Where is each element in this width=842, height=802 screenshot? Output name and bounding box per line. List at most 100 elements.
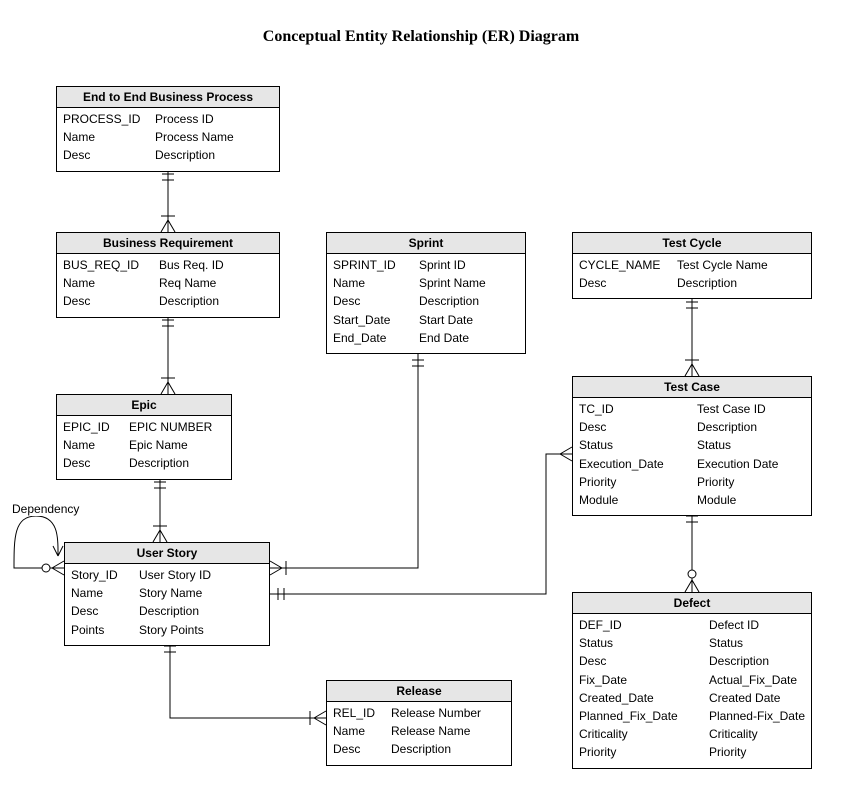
attr-key: Priority xyxy=(579,474,697,490)
attr-label: Priority xyxy=(709,744,746,760)
entity-header: End to End Business Process xyxy=(57,87,279,108)
attr-row: NameStory Name xyxy=(65,584,269,602)
attr-label: Execution Date xyxy=(697,456,778,472)
attr-row: DescDescription xyxy=(327,292,525,310)
attr-row: NameSprint Name xyxy=(327,274,525,292)
dependency-label: Dependency xyxy=(12,502,79,516)
entity-header: Test Case xyxy=(573,377,811,398)
attr-row: REL_IDRelease Number xyxy=(327,704,511,722)
entity-release: ReleaseREL_IDRelease NumberNameRelease N… xyxy=(326,680,512,766)
attr-key: Points xyxy=(71,622,139,638)
entity-body: TC_IDTest Case IDDescDescriptionStatusSt… xyxy=(573,398,811,515)
attr-key: Created_Date xyxy=(579,690,709,706)
entity-body: BUS_REQ_IDBus Req. IDNameReq NameDescDes… xyxy=(57,254,279,317)
attr-label: Description xyxy=(155,147,215,163)
entity-body: CYCLE_NAMETest Cycle NameDescDescription xyxy=(573,254,811,298)
attr-key: Priority xyxy=(579,744,709,760)
attr-row: Story_IDUser Story ID xyxy=(65,566,269,584)
attr-key: TC_ID xyxy=(579,401,697,417)
attr-row: DescDescription xyxy=(57,146,279,164)
attr-row: DescDescription xyxy=(57,292,279,310)
attr-label: Description xyxy=(159,293,219,309)
attr-row: EPIC_IDEPIC NUMBER xyxy=(57,418,231,436)
attr-key: Desc xyxy=(63,293,159,309)
diagram-title: Conceptual Entity Relationship (ER) Diag… xyxy=(0,28,842,46)
entity-busreq: Business RequirementBUS_REQ_IDBus Req. I… xyxy=(56,232,280,318)
attr-label: Description xyxy=(139,603,199,619)
attr-row: DEF_IDDefect ID xyxy=(573,616,811,634)
attr-label: Release Number xyxy=(391,705,481,721)
attr-label: Status xyxy=(697,437,731,453)
attr-key: Status xyxy=(579,437,697,453)
attr-row: CriticalityCriticality xyxy=(573,725,811,743)
entity-sprint: SprintSPRINT_IDSprint IDNameSprint NameD… xyxy=(326,232,526,354)
attr-label: Req Name xyxy=(159,275,216,291)
attr-label: Start Date xyxy=(419,312,473,328)
attr-label: Description xyxy=(419,293,479,309)
attr-key: Desc xyxy=(63,147,155,163)
entity-body: PROCESS_IDProcess IDNameProcess NameDesc… xyxy=(57,108,279,171)
attr-label: Planned-Fix_Date xyxy=(709,708,805,724)
attr-key: Criticality xyxy=(579,726,709,742)
attr-key: Name xyxy=(63,437,129,453)
attr-row: NameEpic Name xyxy=(57,436,231,454)
attr-key: Desc xyxy=(579,419,697,435)
entity-e2e: End to End Business Process PROCESS_IDPro… xyxy=(56,86,280,172)
attr-key: EPIC_ID xyxy=(63,419,129,435)
connector-userstory-release xyxy=(170,638,326,718)
attr-row: StatusStatus xyxy=(573,634,811,652)
attr-key: Execution_Date xyxy=(579,456,697,472)
entity-body: EPIC_IDEPIC NUMBERNameEpic NameDescDescr… xyxy=(57,416,231,479)
connector-dependency-self xyxy=(14,516,64,568)
attr-row: NameReq Name xyxy=(57,274,279,292)
attr-key: CYCLE_NAME xyxy=(579,257,677,273)
attr-label: Bus Req. ID xyxy=(159,257,224,273)
attr-label: Sprint Name xyxy=(419,275,486,291)
attr-row: PriorityPriority xyxy=(573,743,811,761)
entity-header: Sprint xyxy=(327,233,525,254)
entity-body: DEF_IDDefect IDStatusStatusDescDescripti… xyxy=(573,614,811,768)
entity-header: Test Cycle xyxy=(573,233,811,254)
attr-label: Process ID xyxy=(155,111,214,127)
attr-row: BUS_REQ_IDBus Req. ID xyxy=(57,256,279,274)
attr-key: Name xyxy=(333,275,419,291)
attr-row: DescDescription xyxy=(57,454,231,472)
attr-key: Status xyxy=(579,635,709,651)
entity-testcase: Test CaseTC_IDTest Case IDDescDescriptio… xyxy=(572,376,812,516)
attr-label: User Story ID xyxy=(139,567,211,583)
attr-key: Module xyxy=(579,492,697,508)
attr-row: Planned_Fix_DatePlanned-Fix_Date xyxy=(573,707,811,725)
attr-key: DEF_ID xyxy=(579,617,709,633)
attr-label: Story Name xyxy=(139,585,202,601)
attr-row: DescDescription xyxy=(573,652,811,670)
attr-row: DescDescription xyxy=(573,418,811,436)
attr-label: Story Points xyxy=(139,622,204,638)
attr-key: Name xyxy=(333,723,391,739)
attr-key: Start_Date xyxy=(333,312,419,328)
attr-label: Release Name xyxy=(391,723,470,739)
attr-label: Process Name xyxy=(155,129,234,145)
attr-row: ModuleModule xyxy=(573,491,811,509)
attr-label: Description xyxy=(391,741,451,757)
attr-label: Description xyxy=(677,275,737,291)
attr-row: PointsStory Points xyxy=(65,621,269,639)
attr-row: SPRINT_IDSprint ID xyxy=(327,256,525,274)
attr-key: Desc xyxy=(71,603,139,619)
entity-header: User Story xyxy=(65,543,269,564)
attr-key: Desc xyxy=(333,741,391,757)
attr-key: Desc xyxy=(579,275,677,291)
attr-label: Test Cycle Name xyxy=(677,257,768,273)
attr-label: Description xyxy=(129,455,189,471)
attr-key: Name xyxy=(71,585,139,601)
entity-body: REL_IDRelease NumberNameRelease NameDesc… xyxy=(327,702,511,765)
attr-row: DescDescription xyxy=(573,274,811,292)
attr-key: Name xyxy=(63,129,155,145)
attr-row: PROCESS_IDProcess ID xyxy=(57,110,279,128)
attr-label: Sprint ID xyxy=(419,257,466,273)
attr-key: Story_ID xyxy=(71,567,139,583)
attr-row: DescDescription xyxy=(327,740,511,758)
attr-label: Status xyxy=(709,635,743,651)
attr-label: Description xyxy=(697,419,757,435)
attr-label: Description xyxy=(709,653,769,669)
entity-testcycle: Test CycleCYCLE_NAMETest Cycle NameDescD… xyxy=(572,232,812,299)
